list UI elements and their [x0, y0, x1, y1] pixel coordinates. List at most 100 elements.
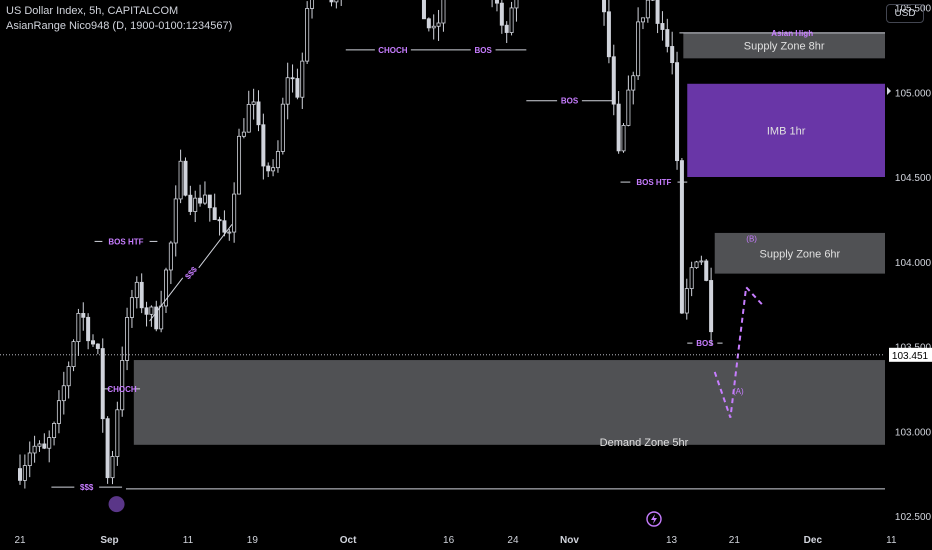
candle-body: [290, 77, 295, 80]
annotation-label: BOS HTF: [636, 178, 671, 187]
candle-body: [494, 0, 499, 4]
diagonal-line: [149, 277, 184, 322]
candle-body: [280, 103, 285, 152]
annotation-label: BOS: [561, 97, 579, 106]
price-tag-label: 103.451: [892, 351, 929, 362]
x-tick-label: 11: [183, 535, 194, 546]
candle-body: [665, 29, 670, 47]
currency-button[interactable]: USD: [886, 4, 924, 23]
candle-body: [621, 125, 626, 152]
candle-body: [329, 0, 334, 3]
diagonal-line: [198, 224, 233, 269]
candle-body: [694, 261, 699, 269]
candle-body: [431, 25, 436, 29]
y-tick-label: 104.000: [895, 258, 932, 269]
candle-body: [95, 343, 100, 349]
lightning-glyph: [651, 514, 657, 524]
price-tag: [889, 347, 932, 362]
candle-body: [47, 437, 52, 449]
candle-body: [22, 465, 27, 481]
candle-body: [645, 0, 650, 19]
candle-body: [285, 77, 290, 105]
zone-label: Demand Zone 5hr: [600, 437, 689, 449]
level-label: Asian High: [771, 29, 813, 38]
candle-body: [159, 305, 164, 330]
candle-body: [246, 104, 251, 133]
annotation-label: BOS HTF: [108, 237, 143, 246]
candle-body: [636, 21, 641, 77]
y-tick-label: 105.000: [895, 88, 932, 99]
candle-body: [275, 151, 280, 169]
candle-body: [271, 167, 276, 172]
candle-body: [125, 317, 130, 361]
x-tick-label: 13: [666, 535, 678, 546]
x-tick-label: Oct: [340, 535, 357, 546]
candle-body: [237, 135, 242, 195]
candle-body: [241, 131, 246, 137]
candle-body: [183, 160, 188, 196]
projection-label: (A): [733, 387, 744, 396]
candle-body: [139, 281, 144, 309]
candle-body: [134, 281, 139, 299]
zone-rect: [714, 232, 885, 274]
candle-body: [207, 194, 212, 209]
candle-body: [61, 385, 66, 402]
candle-body: [261, 124, 266, 167]
annotation-label: BOS: [474, 46, 492, 55]
x-tick-label: 21: [14, 535, 26, 546]
candle-body: [611, 56, 616, 105]
projection-label: (B): [746, 234, 757, 243]
candle-body: [222, 220, 227, 233]
candle-body: [212, 207, 217, 221]
candle-body: [426, 18, 431, 29]
zone-rect: [133, 360, 885, 445]
diagonal-label: $$$: [183, 265, 199, 281]
x-tick-label: 11: [886, 535, 897, 546]
y-tick-label: 103.000: [895, 427, 932, 438]
candle-body: [436, 22, 441, 27]
candle-body: [655, 0, 660, 24]
candle-body: [173, 198, 178, 244]
candle-body: [178, 160, 183, 200]
candle-body: [27, 452, 32, 467]
annotation-label: $$$: [80, 483, 94, 492]
y-tick-label: 102.500: [895, 512, 932, 523]
x-tick-label: Sep: [100, 535, 118, 546]
candle-body: [202, 194, 207, 204]
candle-body: [670, 46, 675, 64]
candle-body: [164, 269, 169, 307]
candle-body: [679, 160, 684, 314]
y-tick-label: 104.500: [895, 173, 932, 184]
candle-body: [310, 0, 315, 9]
candle-body: [37, 443, 42, 447]
candle-body: [266, 165, 271, 172]
candle-body: [305, 8, 310, 62]
candle-body: [421, 0, 426, 20]
candle-body: [256, 101, 261, 126]
candle-body: [704, 260, 709, 281]
candle-body: [675, 62, 680, 162]
x-tick-label: Nov: [560, 535, 579, 546]
candle-body: [227, 231, 232, 234]
candle-body: [334, 0, 339, 3]
axis-arrow-icon: [887, 87, 891, 95]
candle-body: [509, 7, 514, 33]
candle-body: [56, 400, 61, 424]
candle-body: [91, 340, 96, 345]
candle-body: [606, 11, 611, 58]
candle-body: [100, 348, 105, 420]
candle-body: [626, 89, 631, 126]
annotation-label: BOS: [696, 339, 714, 348]
x-tick-label: Dec: [804, 535, 823, 546]
candle-body: [110, 456, 115, 479]
candle-body: [441, 0, 446, 24]
candle-body: [709, 280, 714, 333]
lightning-icon: [646, 511, 662, 527]
candle-body: [129, 297, 134, 318]
projection-path: [713, 284, 763, 419]
candle-body: [504, 24, 509, 33]
zone-rect: [683, 32, 885, 59]
annotation-label: CHOCH: [378, 46, 408, 55]
